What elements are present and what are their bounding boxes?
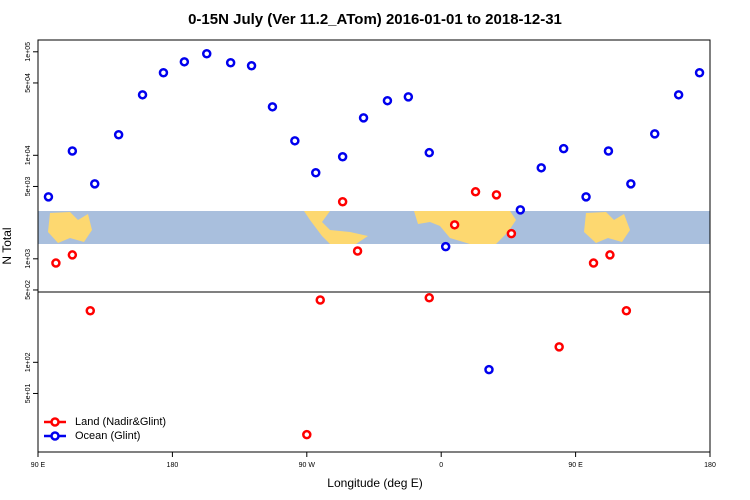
y-tick-label: 1e+03 (25, 249, 32, 269)
point (484, 364, 494, 375)
point (491, 190, 502, 200)
chart-title: 0-15N July (Ver 11.2_ATom) 2016-01-01 to… (188, 11, 562, 28)
x-tick-label: 90 W (299, 462, 316, 469)
y-tick-label: 1e+02 (25, 352, 32, 372)
point (382, 95, 393, 106)
point (621, 305, 632, 316)
point (603, 146, 614, 156)
point (246, 61, 257, 71)
x-tick-label: 90 E (568, 462, 583, 469)
point (67, 250, 78, 260)
point (554, 342, 564, 352)
point (506, 228, 517, 239)
point (424, 147, 435, 158)
point (225, 57, 236, 68)
x-tick-label: 180 (704, 462, 716, 469)
point (424, 293, 435, 303)
y-tick-label: 5e+01 (25, 384, 32, 404)
point (113, 129, 124, 140)
point (694, 68, 705, 78)
point (673, 90, 684, 100)
y-tick-label: 5e+02 (25, 280, 32, 300)
legend: Land (Nadir&Glint) Ocean (Glint) (44, 416, 166, 442)
point (581, 192, 591, 202)
x-axis-label: Longitude (deg E) (327, 476, 422, 490)
point (137, 90, 148, 100)
point (536, 163, 547, 173)
point (67, 146, 78, 156)
y-tick-label: 1e+04 (25, 145, 32, 165)
point (449, 220, 460, 230)
point (337, 152, 348, 162)
point (358, 113, 369, 123)
point (440, 241, 451, 252)
y-axis-label: N Total (0, 227, 14, 264)
point (337, 196, 348, 207)
point (302, 429, 312, 440)
point (626, 179, 636, 189)
point (158, 68, 169, 78)
point (89, 179, 100, 189)
point (85, 305, 96, 316)
point (403, 92, 414, 102)
point (201, 49, 212, 59)
x-tick-label: 90 E (31, 462, 46, 469)
legend-swatch (50, 431, 60, 441)
point (43, 192, 54, 202)
point (267, 102, 278, 112)
legend-swatch (50, 417, 60, 427)
point (315, 295, 325, 305)
point (649, 129, 660, 139)
point (470, 187, 481, 197)
point (290, 136, 300, 146)
point (179, 57, 190, 67)
x-tick-label: 180 (167, 462, 179, 469)
point (558, 143, 569, 154)
point (352, 246, 363, 256)
point (605, 250, 615, 260)
point (311, 168, 321, 178)
legend-label: Ocean (Glint) (75, 430, 140, 442)
map-band (38, 211, 710, 244)
y-tick-label: 5e+04 (25, 73, 32, 93)
point (51, 258, 61, 268)
y-tick-label: 5e+03 (25, 177, 32, 197)
plot-frame (37, 39, 711, 453)
legend-label: Land (Nadir&Glint) (75, 416, 166, 428)
y-tick-label: 1e+05 (25, 42, 32, 62)
x-tick-label: 0 (439, 462, 443, 469)
point (588, 258, 599, 268)
point (515, 205, 526, 215)
